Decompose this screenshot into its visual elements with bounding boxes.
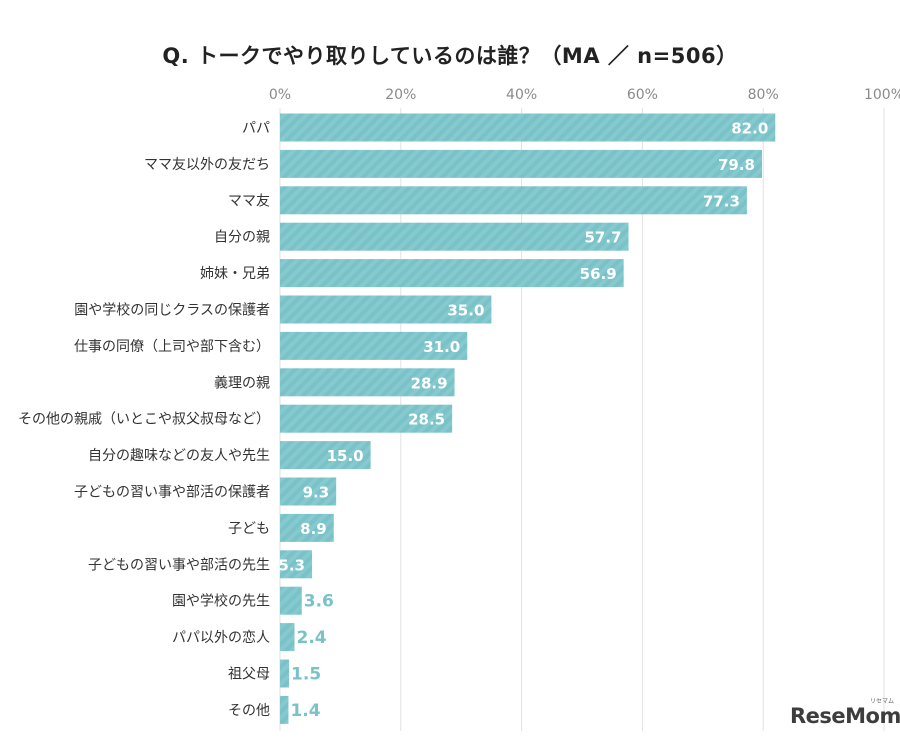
x-tick-label: 20% [385,87,416,103]
data-label: 79.8 [718,156,755,174]
category-label: 自分の親 [214,230,270,246]
bar [280,331,468,360]
data-label: 1.4 [290,701,320,721]
category-label: ママ友 [228,193,270,209]
bar [280,368,455,397]
data-label: 8.9 [300,520,327,538]
category-label: 子どもの習い事や部活の先生 [88,557,270,573]
data-label: 28.5 [408,411,445,429]
bar [280,295,492,324]
category-label: 仕事の同僚（上司や部下含む） [74,339,270,355]
bar [280,477,337,506]
data-label: 56.9 [580,265,617,283]
data-label: 82.0 [731,120,768,138]
bar [280,550,313,579]
category-label: 祖父母 [228,667,270,683]
category-label: 自分の趣味などの友人や先生 [88,448,270,464]
bar [280,149,762,178]
x-tick-label: 40% [506,87,537,103]
bar [280,586,302,615]
x-axis-ticks: 0% 20% 40% 60% 80% 100% [269,87,900,103]
value-labels: 82.0 79.8 77.3 57.7 56.9 35.0 31.0 28.9 28.5 15.0… [278,120,768,721]
bar [280,259,624,288]
bar [280,659,290,688]
data-label: 9.3 [303,484,330,502]
category-labels: パパママ友以外の友だちママ友自分の親姉妹・兄弟園や学校の同じクラスの保護者仕事の… [18,121,270,719]
bars [280,113,776,724]
data-label: 28.9 [411,374,448,392]
bar [280,113,776,142]
data-label: 3.6 [304,592,334,612]
data-label: 15.0 [327,447,364,465]
bar [280,222,629,251]
category-label: その他の親戚（いとこや叔父叔母など） [18,412,270,428]
category-label: パパ以外の恋人 [172,629,270,646]
data-label: 57.7 [584,229,621,247]
data-label: 77.3 [703,192,740,210]
data-label: 31.0 [423,338,460,356]
category-label: その他 [228,703,270,719]
x-tick-label: 80% [748,87,779,103]
logo-text: ReseMom [790,704,900,728]
x-tick-label: 0% [269,87,291,103]
category-label: 姉妹・兄弟 [200,266,270,282]
category-label: 園や学校の先生 [172,593,270,610]
chart-title: Q. トークでやり取りしているのは誰？（MA ／ n=506） [162,44,738,68]
bar [280,695,289,724]
data-label: 2.4 [296,628,326,648]
bar [280,441,371,470]
data-label: 5.3 [278,556,305,574]
bar [280,186,747,215]
resemom-logo: ReseMom リセマム [790,698,900,728]
bar [280,513,334,542]
category-label: ママ友以外の友だち [144,157,270,173]
category-label: 義理の親 [214,374,270,391]
category-label: 子どもの習い事や部活の保護者 [74,485,270,501]
category-label: 子ども [228,521,270,537]
category-label: パパ [242,121,270,137]
bar [280,623,295,652]
x-tick-label: 60% [627,87,658,103]
data-label: 1.5 [291,665,321,685]
x-tick-label: 100% [864,87,900,103]
logo-ruby: リセマム [870,698,895,705]
bar [280,404,453,433]
category-label: 園や学校の同じクラスの保護者 [74,302,270,319]
data-label: 35.0 [447,302,484,320]
